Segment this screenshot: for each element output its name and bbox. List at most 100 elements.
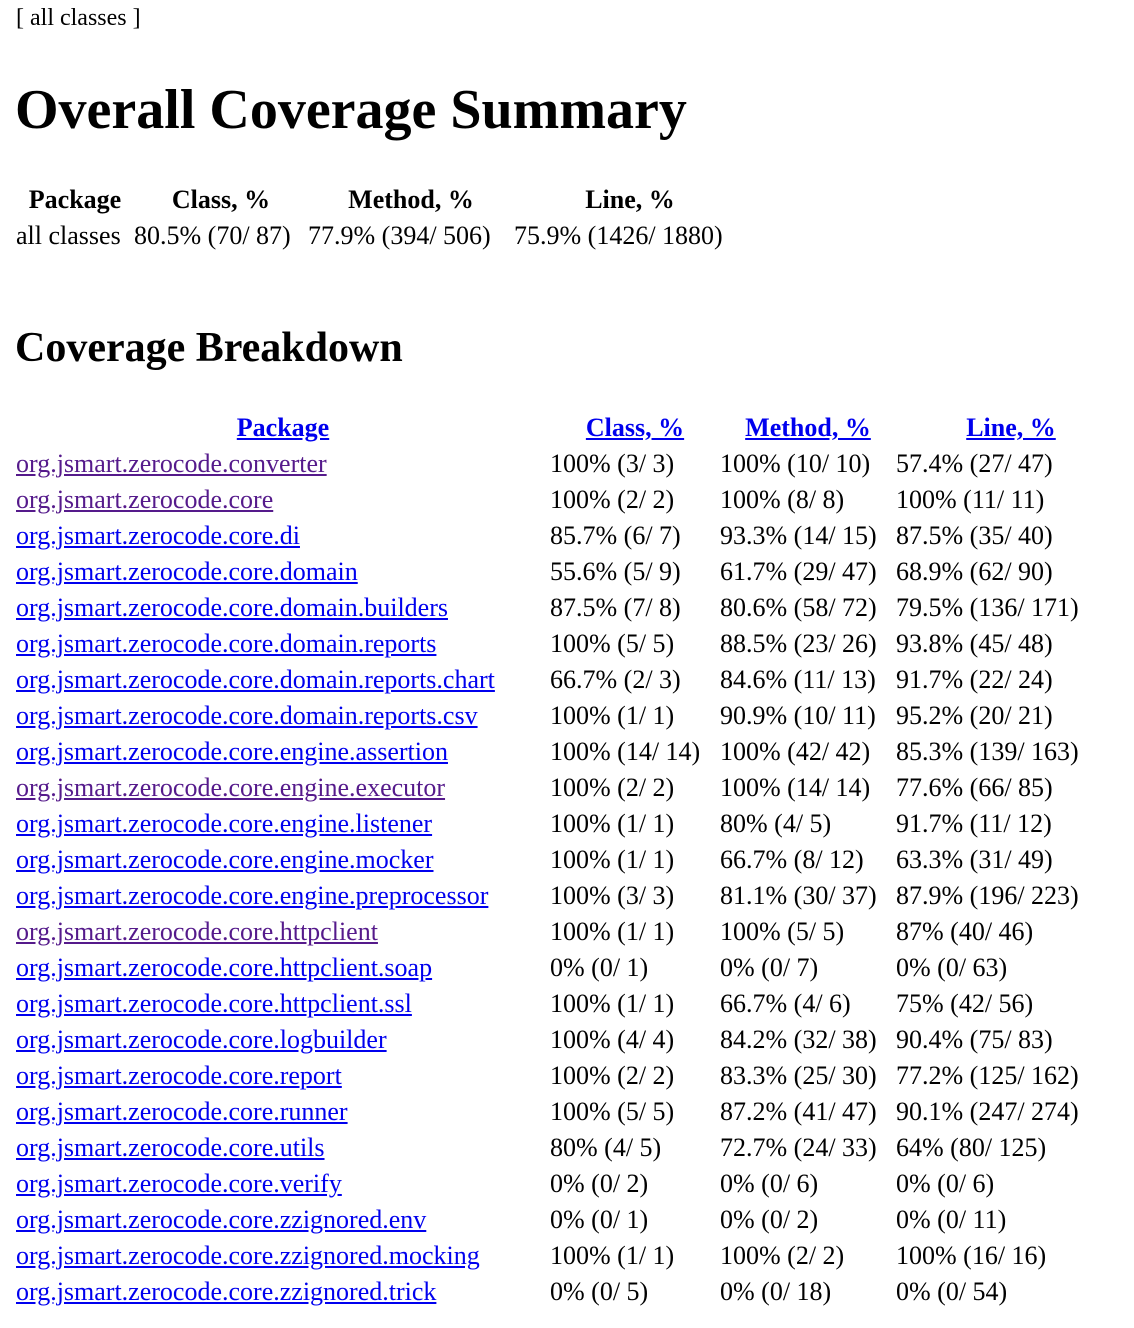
line-coverage-cell: 87.5% (35/ 40) bbox=[896, 521, 1053, 550]
line-coverage-cell: 90.1% (247/ 274) bbox=[896, 1097, 1079, 1126]
package-link[interactable]: org.jsmart.zerocode.core.domain bbox=[16, 557, 358, 586]
summary-header-line: Line, % bbox=[585, 185, 675, 214]
package-link[interactable]: org.jsmart.zerocode.core.httpclient bbox=[16, 917, 378, 946]
package-row: org.jsmart.zerocode.core.zzignored.trick… bbox=[16, 1274, 1126, 1310]
summary-header-method: Method, % bbox=[348, 185, 474, 214]
class-coverage-cell: 100% (2/ 2) bbox=[550, 773, 675, 802]
package-link[interactable]: org.jsmart.zerocode.core.httpclient.soap bbox=[16, 953, 433, 982]
class-coverage-cell: 100% (1/ 1) bbox=[550, 701, 675, 730]
method-coverage-cell: 87.2% (41/ 47) bbox=[720, 1097, 877, 1126]
line-coverage-cell: 79.5% (136/ 171) bbox=[896, 593, 1079, 622]
package-cell: org.jsmart.zerocode.core.domain.reports.… bbox=[16, 698, 550, 734]
package-cell: org.jsmart.zerocode.core.engine.mocker bbox=[16, 842, 550, 878]
package-cell: org.jsmart.zerocode.core.di bbox=[16, 518, 550, 554]
package-link[interactable]: org.jsmart.zerocode.core.di bbox=[16, 521, 300, 550]
package-cell: org.jsmart.zerocode.core.engine.assertio… bbox=[16, 734, 550, 770]
method-coverage-cell: 100% (10/ 10) bbox=[720, 449, 871, 478]
package-cell: org.jsmart.zerocode.core.logbuilder bbox=[16, 1022, 550, 1058]
package-link[interactable]: org.jsmart.zerocode.core.domain.reports.… bbox=[16, 665, 495, 694]
package-row: org.jsmart.zerocode.core.engine.preproce… bbox=[16, 878, 1126, 914]
package-link[interactable]: org.jsmart.zerocode.core.httpclient.ssl bbox=[16, 989, 412, 1018]
summary-header-row: Package Class, % Method, % Line, % bbox=[16, 182, 746, 218]
class-coverage-cell: 100% (1/ 1) bbox=[550, 1241, 675, 1270]
method-coverage-cell: 84.6% (11/ 13) bbox=[720, 665, 876, 694]
package-link[interactable]: org.jsmart.zerocode.core.engine.listener bbox=[16, 809, 433, 838]
breakdown-header-class: Class, % bbox=[550, 410, 720, 446]
method-coverage-cell: 0% (0/ 18) bbox=[720, 1277, 832, 1306]
package-cell: org.jsmart.zerocode.core.verify bbox=[16, 1166, 550, 1202]
class-coverage-cell: 0% (0/ 1) bbox=[550, 1205, 649, 1234]
package-link[interactable]: org.jsmart.zerocode.core.verify bbox=[16, 1169, 342, 1198]
package-cell: org.jsmart.zerocode.core.zzignored.mocki… bbox=[16, 1238, 550, 1274]
line-coverage-cell: 85.3% (139/ 163) bbox=[896, 737, 1079, 766]
sort-by-class-link[interactable]: Class, % bbox=[585, 413, 685, 442]
package-row: org.jsmart.zerocode.core.logbuilder 100% … bbox=[16, 1022, 1126, 1058]
summary-package: all classes bbox=[16, 221, 121, 250]
package-link[interactable]: org.jsmart.zerocode.core.engine.mocker bbox=[16, 845, 434, 874]
method-coverage-cell: 100% (8/ 8) bbox=[720, 485, 845, 514]
package-row: org.jsmart.zerocode.core.di 85.7% (6/ 7) 9… bbox=[16, 518, 1126, 554]
package-link[interactable]: org.jsmart.zerocode.core.engine.executor bbox=[16, 773, 446, 802]
line-coverage-cell: 91.7% (22/ 24) bbox=[896, 665, 1053, 694]
method-coverage-cell: 100% (2/ 2) bbox=[720, 1241, 845, 1270]
method-coverage-cell: 100% (14/ 14) bbox=[720, 773, 871, 802]
package-cell: org.jsmart.zerocode.core.httpclient.ssl bbox=[16, 986, 550, 1022]
package-link[interactable]: org.jsmart.zerocode.converter bbox=[16, 449, 327, 478]
package-link[interactable]: org.jsmart.zerocode.core.domain.builders bbox=[16, 593, 448, 622]
package-link[interactable]: org.jsmart.zerocode.core.domain.reports.… bbox=[16, 701, 478, 730]
package-link[interactable]: org.jsmart.zerocode.core.zzignored.env bbox=[16, 1205, 427, 1234]
package-row: org.jsmart.zerocode.core.engine.assertio… bbox=[16, 734, 1126, 770]
summary-class: 80.5% (70/ 87) bbox=[134, 221, 291, 250]
package-cell: org.jsmart.zerocode.converter bbox=[16, 446, 550, 482]
package-link[interactable]: org.jsmart.zerocode.core.zzignored.mocki… bbox=[16, 1241, 480, 1270]
method-coverage-cell: 84.2% (32/ 38) bbox=[720, 1025, 877, 1054]
method-coverage-cell: 90.9% (10/ 11) bbox=[720, 701, 876, 730]
summary-line: 75.9% (1426/ 1880) bbox=[514, 221, 723, 250]
sort-by-line-link[interactable]: Line, % bbox=[966, 413, 1056, 442]
line-coverage-cell: 77.2% (125/ 162) bbox=[896, 1061, 1079, 1090]
package-cell: org.jsmart.zerocode.core.httpclient.soap bbox=[16, 950, 550, 986]
class-coverage-cell: 0% (0/ 1) bbox=[550, 953, 649, 982]
line-coverage-cell: 87% (40/ 46) bbox=[896, 917, 1034, 946]
method-coverage-cell: 80.6% (58/ 72) bbox=[720, 593, 877, 622]
line-coverage-cell: 57.4% (27/ 47) bbox=[896, 449, 1053, 478]
package-cell: org.jsmart.zerocode.core.zzignored.trick bbox=[16, 1274, 550, 1310]
package-row: org.jsmart.zerocode.core.verify 0% (0/ 2)… bbox=[16, 1166, 1126, 1202]
line-coverage-cell: 77.6% (66/ 85) bbox=[896, 773, 1053, 802]
line-coverage-cell: 0% (0/ 63) bbox=[896, 953, 1008, 982]
package-link[interactable]: org.jsmart.zerocode.core bbox=[16, 485, 274, 514]
package-row: org.jsmart.zerocode.core.engine.mocker 10… bbox=[16, 842, 1126, 878]
package-row: org.jsmart.zerocode.core.domain.reports.… bbox=[16, 662, 1126, 698]
line-coverage-cell: 64% (80/ 125) bbox=[896, 1133, 1047, 1162]
class-coverage-cell: 87.5% (7/ 8) bbox=[550, 593, 681, 622]
breakdown-header-package: Package bbox=[16, 410, 550, 446]
all-classes-nav[interactable]: [ all classes ] bbox=[16, 5, 141, 31]
package-link[interactable]: org.jsmart.zerocode.core.domain.reports bbox=[16, 629, 437, 658]
method-coverage-cell: 66.7% (8/ 12) bbox=[720, 845, 864, 874]
package-link[interactable]: org.jsmart.zerocode.core.report bbox=[16, 1061, 342, 1090]
package-link[interactable]: org.jsmart.zerocode.core.runner bbox=[16, 1097, 348, 1126]
package-row: org.jsmart.zerocode.core.zzignored.env 0%… bbox=[16, 1202, 1126, 1238]
package-link[interactable]: org.jsmart.zerocode.core.engine.assertio… bbox=[16, 737, 448, 766]
package-row: org.jsmart.zerocode.core.utils 80% (4/ 5)… bbox=[16, 1130, 1126, 1166]
class-coverage-cell: 100% (3/ 3) bbox=[550, 449, 675, 478]
package-cell: org.jsmart.zerocode.core.utils bbox=[16, 1130, 550, 1166]
package-link[interactable]: org.jsmart.zerocode.core.zzignored.trick bbox=[16, 1277, 437, 1306]
package-cell: org.jsmart.zerocode.core.domain bbox=[16, 554, 550, 590]
line-coverage-cell: 91.7% (11/ 12) bbox=[896, 809, 1052, 838]
class-coverage-cell: 100% (1/ 1) bbox=[550, 917, 675, 946]
sort-by-package-link[interactable]: Package bbox=[236, 413, 330, 442]
package-link[interactable]: org.jsmart.zerocode.core.engine.preproce… bbox=[16, 881, 489, 910]
breakdown-title: Coverage Breakdown bbox=[15, 325, 403, 371]
sort-by-method-link[interactable]: Method, % bbox=[745, 413, 871, 442]
breakdown-header-line: Line, % bbox=[896, 410, 1126, 446]
class-coverage-cell: 100% (2/ 2) bbox=[550, 1061, 675, 1090]
class-coverage-cell: 100% (5/ 5) bbox=[550, 1097, 675, 1126]
class-coverage-cell: 66.7% (2/ 3) bbox=[550, 665, 681, 694]
package-link[interactable]: org.jsmart.zerocode.core.utils bbox=[16, 1133, 325, 1162]
package-link[interactable]: org.jsmart.zerocode.core.logbuilder bbox=[16, 1025, 387, 1054]
class-coverage-cell: 100% (14/ 14) bbox=[550, 737, 701, 766]
line-coverage-cell: 0% (0/ 6) bbox=[896, 1169, 995, 1198]
method-coverage-cell: 66.7% (4/ 6) bbox=[720, 989, 851, 1018]
line-coverage-cell: 95.2% (20/ 21) bbox=[896, 701, 1053, 730]
